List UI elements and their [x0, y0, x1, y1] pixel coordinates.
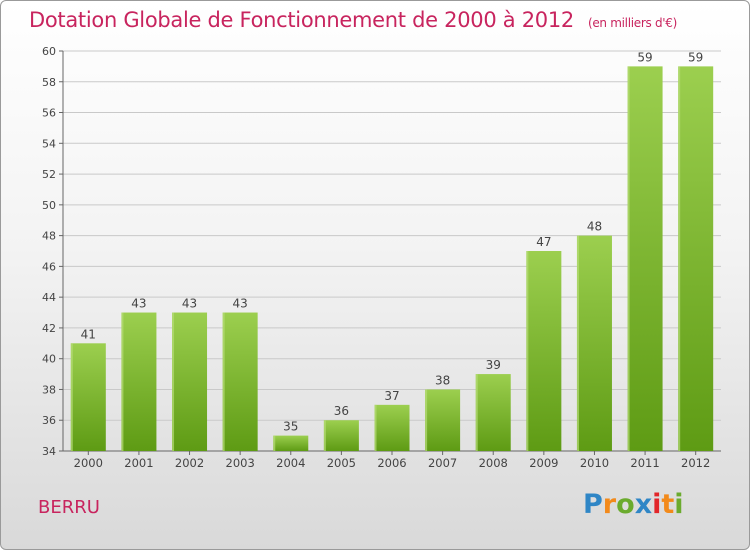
y-tick-label: 50 — [42, 199, 56, 212]
bar — [121, 312, 157, 451]
bar — [273, 435, 309, 451]
bar — [172, 312, 208, 451]
logo-letter: t — [661, 489, 675, 520]
logo-letter: P — [583, 489, 603, 520]
bar-highlight — [273, 435, 276, 451]
axes: 34 36 38 40 42 44 46 48 50 52 54 56 58 60 2000 2001 2002… — [42, 45, 721, 470]
x-tick-label: 2008 — [479, 456, 508, 470]
x-tick-label: 2007 — [428, 456, 457, 470]
bar-value-label: 43 — [182, 297, 197, 311]
y-tick-label: 48 — [42, 230, 56, 243]
bar-value-label: 43 — [131, 297, 146, 311]
logo-letter: r — [602, 489, 617, 520]
x-tick-label: 2000 — [74, 456, 103, 470]
bar-value-label: 38 — [435, 373, 450, 387]
bar-value-label: 36 — [334, 404, 349, 418]
y-tick-label: 58 — [42, 76, 56, 89]
x-tick-label: 2001 — [124, 456, 153, 470]
bar-value-label: 43 — [233, 297, 248, 311]
bar-highlight — [323, 420, 326, 451]
bar-highlight — [627, 66, 630, 451]
bar-highlight — [576, 235, 579, 451]
x-tick-label: 2011 — [630, 456, 659, 470]
bar — [678, 66, 714, 451]
bar — [70, 343, 106, 451]
x-tick-label: 2003 — [226, 456, 255, 470]
bar — [425, 389, 461, 451]
x-tick-label: 2002 — [175, 456, 204, 470]
bar-highlight — [172, 312, 175, 451]
bar-highlight — [222, 312, 225, 451]
bar-value-label: 59 — [688, 50, 703, 64]
y-tick-label: 60 — [42, 45, 56, 58]
bar — [627, 66, 663, 451]
y-tick-label: 54 — [42, 137, 56, 150]
bar-value-label: 59 — [637, 50, 652, 64]
x-tick-label: 2006 — [377, 456, 406, 470]
bar-highlight — [121, 312, 124, 451]
logo-letter: o — [616, 489, 635, 520]
bar — [323, 420, 359, 451]
y-tick-label: 38 — [42, 383, 56, 396]
location-label: BERRU — [38, 497, 100, 518]
bar-value-label: 39 — [486, 358, 501, 372]
proxiti-logo[interactable]: Proxiti — [583, 489, 684, 520]
bar-value-label: 35 — [283, 420, 298, 434]
bar — [222, 312, 258, 451]
data-labels: 41 43 43 43 35 36 37 38 39 47 48 59 59 — [81, 50, 704, 433]
y-tick-label: 42 — [42, 322, 56, 335]
y-tick-label: 34 — [42, 445, 56, 458]
bar — [576, 235, 612, 451]
bar-highlight — [374, 404, 377, 451]
bar-highlight — [475, 374, 478, 451]
bar-value-label: 48 — [587, 220, 602, 234]
bar-highlight — [678, 66, 681, 451]
x-tick-label: 2005 — [327, 456, 356, 470]
logo-letter: i — [674, 489, 684, 520]
y-tick-label: 56 — [42, 107, 56, 120]
y-tick-label: 36 — [42, 414, 56, 427]
chart-title-text: Dotation Globale de Fonctionnement de 20… — [29, 8, 574, 32]
x-tick-label: 2009 — [529, 456, 558, 470]
logo-letter: x — [634, 489, 653, 520]
y-tick-label: 44 — [42, 291, 56, 304]
chart-title: Dotation Globale de Fonctionnement de 20… — [29, 8, 677, 32]
x-tick-label: 2012 — [681, 456, 710, 470]
bar-highlight — [425, 389, 428, 451]
logo-letter: i — [652, 489, 662, 520]
x-tick-label: 2004 — [276, 456, 305, 470]
bar — [475, 374, 511, 451]
bar-value-label: 47 — [536, 235, 551, 249]
bar — [526, 251, 562, 451]
bar-value-label: 41 — [81, 327, 96, 341]
bar-highlight — [70, 343, 73, 451]
chart-subtitle: (en milliers d'€) — [587, 16, 677, 30]
y-tick-label: 52 — [42, 168, 56, 181]
bar — [374, 404, 410, 451]
x-tick-label: 2010 — [580, 456, 609, 470]
y-tick-label: 46 — [42, 260, 56, 273]
y-tick-label: 40 — [42, 353, 56, 366]
bar-highlight — [526, 251, 529, 451]
bars — [70, 66, 714, 451]
bar-value-label: 37 — [384, 389, 399, 403]
